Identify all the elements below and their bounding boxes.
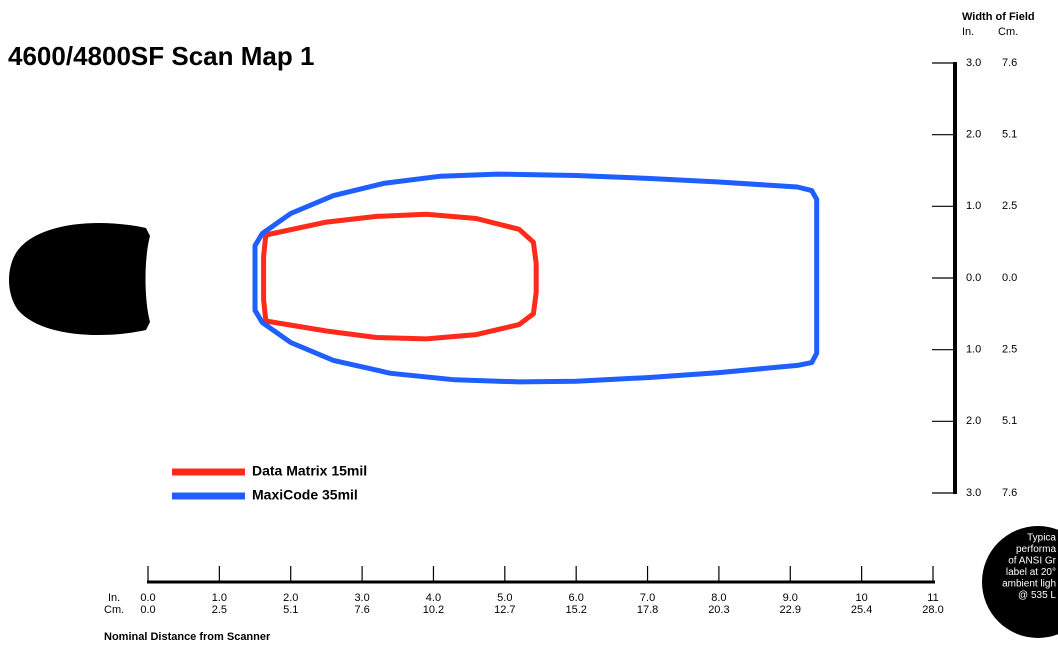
note-text: of ANSI Gr	[1008, 556, 1056, 567]
x-tick-label: 4.0	[426, 592, 441, 604]
x-tick-label-cm: 12.7	[494, 604, 515, 616]
note-text: label at 20°	[1006, 567, 1056, 578]
x-tick-label: 5.0	[497, 592, 512, 604]
x-tick-label-cm: 15.2	[565, 604, 586, 616]
y-tick-label-cm: 7.6	[1002, 487, 1017, 499]
y-tick-label-cm: 5.1	[1002, 415, 1017, 427]
x-tick-label: 7.0	[640, 592, 655, 604]
x-tick-label-cm: 0.0	[140, 604, 155, 616]
x-tick-label: 11	[927, 592, 938, 604]
x-tick-label-cm: 5.1	[283, 604, 298, 616]
note-text: Typica	[1027, 533, 1056, 544]
note-text: ambient ligh	[1002, 579, 1056, 590]
x-tick-label: 1.0	[212, 592, 227, 604]
zone-outline	[261, 211, 539, 342]
y-tick-label: 2.0	[966, 129, 981, 141]
x-tick-label: 10	[856, 592, 868, 604]
y-tick-label: 3.0	[966, 487, 981, 499]
zone-outline	[252, 171, 820, 385]
note-badge	[982, 526, 1058, 638]
x-tick-label: 3.0	[354, 592, 369, 604]
legend-label: Data Matrix 15mil	[252, 463, 367, 479]
y-tick-label-cm: 0.0	[1002, 272, 1017, 284]
y-unit-in: In.	[962, 26, 974, 38]
x-tick-label: 2.0	[283, 592, 298, 604]
y-tick-label: 3.0	[966, 57, 981, 69]
x-tick-label-cm: 25.4	[851, 604, 872, 616]
y-tick-label: 1.0	[966, 200, 981, 212]
y-tick-label: 2.0	[966, 415, 981, 427]
x-tick-label-cm: 28.0	[922, 604, 943, 616]
note-text: performa	[1016, 544, 1056, 555]
x-tick-label-cm: 20.3	[708, 604, 729, 616]
x-axis-title: Nominal Distance from Scanner	[104, 631, 271, 643]
x-tick-label-cm: 7.6	[354, 604, 369, 616]
x-tick-label-cm: 22.9	[780, 604, 801, 616]
x-unit-in: In.	[108, 592, 120, 604]
x-tick-label: 0.0	[140, 592, 155, 604]
note-text: @ 535 L	[1018, 590, 1056, 601]
x-unit-cm: Cm.	[104, 604, 124, 616]
y-tick-label: 1.0	[966, 344, 981, 356]
x-tick-label: 9.0	[783, 592, 798, 604]
x-tick-label: 8.0	[711, 592, 726, 604]
y-axis-title: Width of Field	[962, 11, 1035, 23]
legend-label: MaxiCode 35mil	[252, 487, 358, 503]
scanner-icon	[9, 223, 150, 336]
y-tick-label-cm: 2.5	[1002, 344, 1017, 356]
x-tick-label-cm: 2.5	[212, 604, 227, 616]
chart-title: 4600/4800SF Scan Map 1	[8, 41, 314, 71]
y-tick-label-cm: 2.5	[1002, 200, 1017, 212]
y-tick-label: 0.0	[966, 272, 981, 284]
y-unit-cm: Cm.	[998, 26, 1018, 38]
y-tick-label-cm: 7.6	[1002, 57, 1017, 69]
y-tick-label-cm: 5.1	[1002, 129, 1017, 141]
x-tick-label: 6.0	[569, 592, 584, 604]
x-tick-label-cm: 10.2	[423, 604, 444, 616]
x-tick-label-cm: 17.8	[637, 604, 658, 616]
